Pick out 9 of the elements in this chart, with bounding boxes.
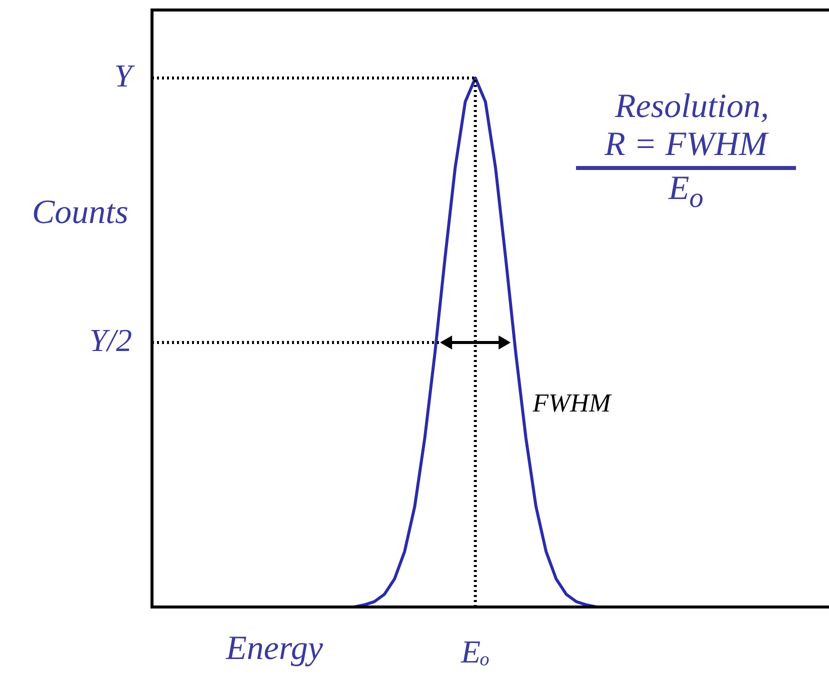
y-axis-title: Counts [32,194,128,232]
annotation: FWHM [532,388,612,418]
text: Eₒ [461,633,490,670]
x-axis-title: Energy [226,630,323,668]
annotation: E$_{o}$ [667,170,704,215]
ref-line-label: Y [114,57,136,94]
ref-line-label: Y/2 [89,322,132,358]
annotation: Resolution, [614,88,770,126]
annotation: R = FWHM [576,126,796,170]
